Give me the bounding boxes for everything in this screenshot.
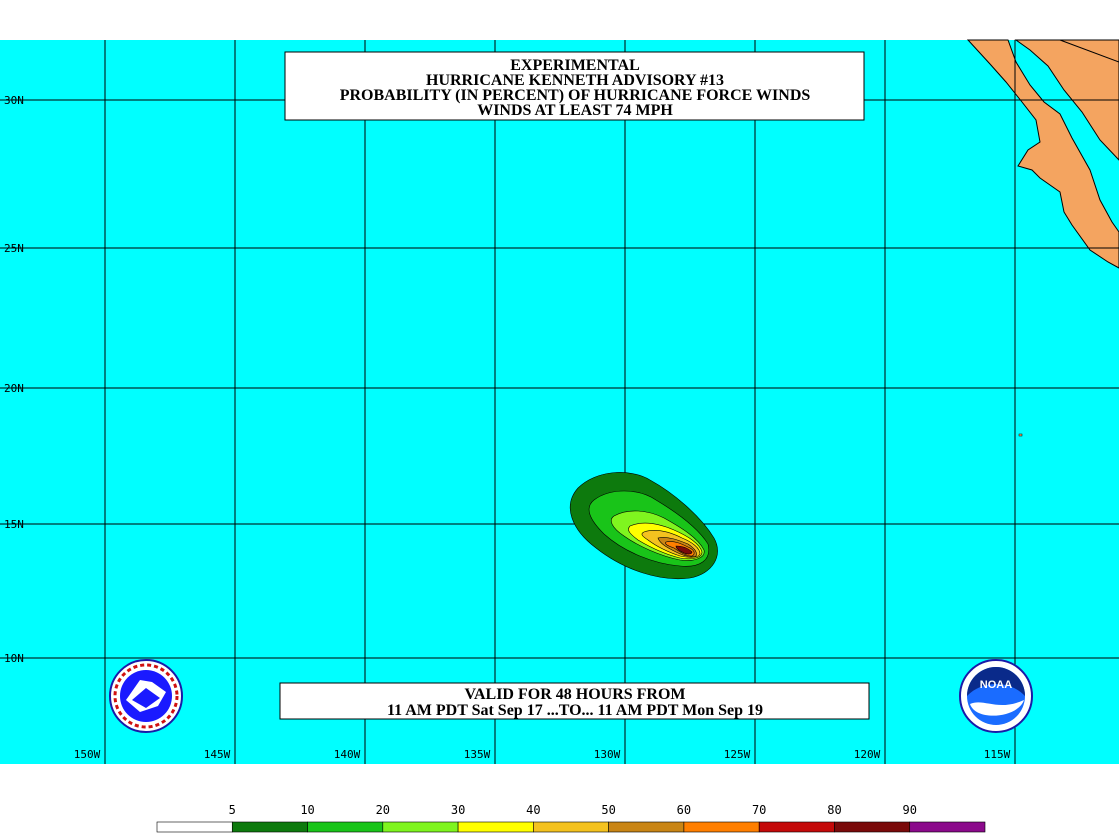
color-legend: 5 10 20 30 40 50 60 70 80 90: [156, 803, 986, 833]
lon-label: 140W: [334, 748, 361, 761]
valid-time-box: VALID FOR 48 HOURS FROM 11 AM PDT Sat Se…: [279, 682, 870, 720]
lat-label: 10N: [4, 652, 24, 665]
lon-label: 150W: [74, 748, 101, 761]
legend-tick-label: 90: [903, 803, 917, 817]
legend-tick-label: 60: [677, 803, 691, 817]
land-mass: [966, 39, 1119, 437]
legend-swatch: [231, 821, 308, 833]
legend-tick-label: 20: [376, 803, 390, 817]
lat-label: 30N: [4, 94, 24, 107]
legend-tick-label: 10: [300, 803, 314, 817]
legend-tick-label: 50: [601, 803, 615, 817]
lat-label: 20N: [4, 382, 24, 395]
legend-swatch: [683, 821, 760, 833]
legend-swatch: [608, 821, 685, 833]
lat-lon-grid: [0, 40, 1119, 764]
lat-label: 25N: [4, 242, 24, 255]
lon-label: 145W: [204, 748, 231, 761]
legend-swatch: [909, 821, 986, 833]
legend-tick-label: 5: [229, 803, 236, 817]
lon-label: 135W: [464, 748, 491, 761]
nws-logo-icon: [109, 659, 183, 733]
title-line: PROBABILITY (IN PERCENT) OF HURRICANE FO…: [340, 87, 811, 104]
valid-line: 11 AM PDT Sat Sep 17 ...TO... 11 AM PDT …: [387, 702, 763, 719]
lon-label: 125W: [724, 748, 751, 761]
legend-swatch: [533, 821, 609, 833]
noaa-logo-icon: NOAA: [959, 659, 1033, 733]
title-box: EXPERIMENTAL HURRICANE KENNETH ADVISORY …: [284, 51, 865, 121]
legend-swatch: [457, 821, 534, 833]
legend-swatch: [307, 821, 384, 833]
legend-tick-label: 70: [752, 803, 766, 817]
legend-swatch: [758, 821, 835, 833]
svg-text:NOAA: NOAA: [980, 679, 1012, 691]
title-line: EXPERIMENTAL: [510, 57, 640, 74]
lat-label: 15N: [4, 518, 24, 531]
title-line: WINDS AT LEAST 74 MPH: [477, 102, 673, 119]
lon-label: 120W: [854, 748, 881, 761]
title-line: HURRICANE KENNETH ADVISORY #13: [426, 72, 724, 89]
legend-swatch: [156, 821, 233, 833]
probability-contours: [569, 472, 718, 579]
legend-tick-label: 30: [451, 803, 465, 817]
legend-swatch: [382, 821, 459, 833]
ocean-area: [0, 40, 1119, 764]
legend-swatch: [834, 821, 911, 833]
latitude-labels: 30N 25N 20N 15N 10N: [4, 94, 24, 665]
longitude-labels: 150W 145W 140W 135W 130W 125W 120W 115W: [74, 748, 1011, 761]
legend-tick-label: 80: [827, 803, 841, 817]
legend-tick-label: 40: [526, 803, 540, 817]
lon-label: 115W: [984, 748, 1011, 761]
lon-label: 130W: [594, 748, 621, 761]
valid-line: VALID FOR 48 HOURS FROM: [464, 686, 685, 703]
